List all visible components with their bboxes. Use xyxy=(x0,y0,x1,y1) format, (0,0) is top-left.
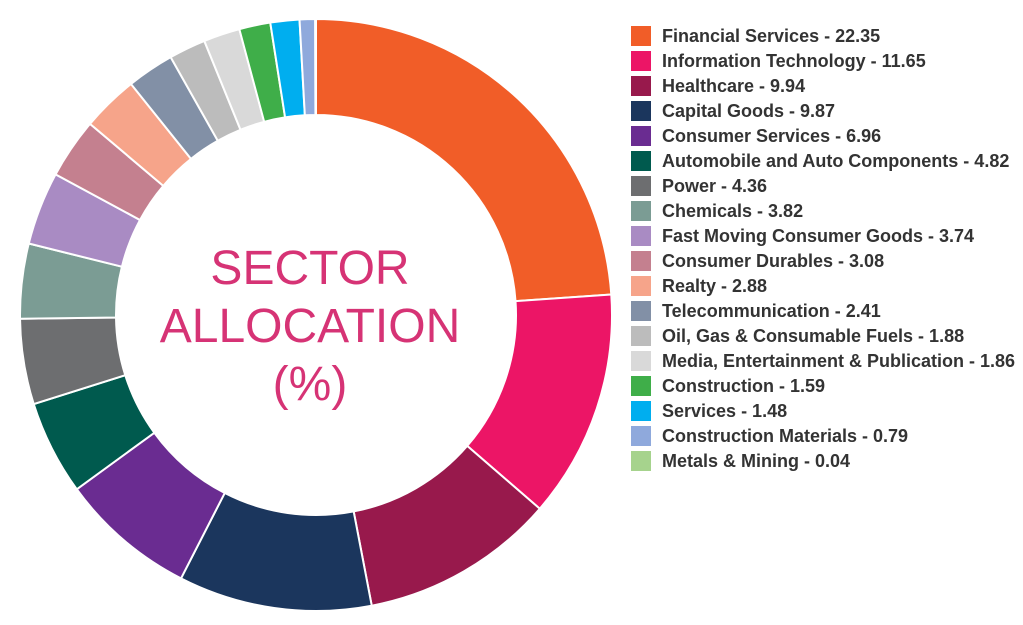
slice-financial-services xyxy=(315,17,613,303)
legend-swatch xyxy=(631,426,651,446)
legend-item: Media, Entertainment & Publication - 1.8… xyxy=(631,349,1016,374)
legend-swatch xyxy=(631,401,651,421)
legend-item: Chemicals - 3.82 xyxy=(631,199,1016,224)
legend-swatch xyxy=(631,251,651,271)
legend-item: Realty - 2.88 xyxy=(631,274,1016,299)
legend-label: Consumer Durables - 3.08 xyxy=(662,251,885,271)
legend-label: Chemicals - 3.82 xyxy=(662,201,804,221)
legend-label: Financial Services - 22.35 xyxy=(662,26,881,46)
legend-item: Power - 4.36 xyxy=(631,174,1016,199)
legend-item: Consumer Services - 6.96 xyxy=(631,124,1016,149)
legend-swatch xyxy=(631,326,651,346)
legend-swatch xyxy=(631,351,651,371)
legend-swatch xyxy=(631,301,651,321)
legend-swatch xyxy=(631,51,651,71)
legend-item: Metals & Mining - 0.04 xyxy=(631,449,1016,474)
legend-label: Construction - 1.59 xyxy=(662,376,826,396)
legend-swatch xyxy=(631,76,651,96)
legend-swatch xyxy=(631,226,651,246)
legend-item: Capital Goods - 9.87 xyxy=(631,99,1016,124)
legend-swatch xyxy=(631,151,651,171)
legend-label: Fast Moving Consumer Goods - 3.74 xyxy=(662,226,975,246)
legend-swatch xyxy=(631,376,651,396)
legend-item: Services - 1.48 xyxy=(631,399,1016,424)
legend-item: Construction - 1.59 xyxy=(631,374,1016,399)
legend-label: Capital Goods - 9.87 xyxy=(662,101,836,121)
legend-item: Information Technology - 11.65 xyxy=(631,49,1016,74)
chart-title-line-3: (%) xyxy=(272,358,348,411)
slice-metals-mining xyxy=(314,17,317,117)
legend-item: Consumer Durables - 3.08 xyxy=(631,249,1016,274)
legend-label: Services - 1.48 xyxy=(662,401,788,421)
chart-title-line-2: ALLOCATION xyxy=(159,300,461,353)
legend-swatch xyxy=(631,176,651,196)
legend-label: Media, Entertainment & Publication - 1.8… xyxy=(662,351,1016,371)
legend-item: Automobile and Auto Components - 4.82 xyxy=(631,149,1016,174)
legend-label: Metals & Mining - 0.04 xyxy=(662,451,851,471)
chart-legend: Financial Services - 22.35 Information Te… xyxy=(631,24,1016,474)
legend-item: Fast Moving Consumer Goods - 3.74 xyxy=(631,224,1016,249)
legend-label: Realty - 2.88 xyxy=(662,276,768,296)
chart-title: SECTOR ALLOCATION (%) xyxy=(135,240,485,414)
legend-item: Oil, Gas & Consumable Fuels - 1.88 xyxy=(631,324,1016,349)
legend-item: Healthcare - 9.94 xyxy=(631,74,1016,99)
legend-item: Telecommunication - 2.41 xyxy=(631,299,1016,324)
legend-swatch xyxy=(631,126,651,146)
legend-swatch xyxy=(631,276,651,296)
legend-swatch xyxy=(631,101,651,121)
legend-label: Consumer Services - 6.96 xyxy=(662,126,882,146)
legend-label: Power - 4.36 xyxy=(662,176,768,196)
legend-swatch xyxy=(631,26,651,46)
legend-label: Construction Materials - 0.79 xyxy=(662,426,909,446)
legend-item: Financial Services - 22.35 xyxy=(631,24,1016,49)
legend-label: Information Technology - 11.65 xyxy=(662,51,926,71)
legend-item: Construction Materials - 0.79 xyxy=(631,424,1016,449)
legend-label: Healthcare - 9.94 xyxy=(662,76,806,96)
legend-label: Automobile and Auto Components - 4.82 xyxy=(662,151,1010,171)
legend-label: Telecommunication - 2.41 xyxy=(662,301,881,321)
legend-swatch xyxy=(631,201,651,221)
chart-title-line-1: SECTOR xyxy=(210,242,410,295)
legend-swatch xyxy=(631,451,651,471)
legend-label: Oil, Gas & Consumable Fuels - 1.88 xyxy=(662,326,965,346)
